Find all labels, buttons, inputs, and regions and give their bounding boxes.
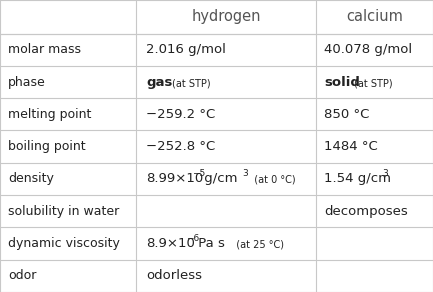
- Text: 3: 3: [242, 169, 248, 178]
- Text: (at 25 °C): (at 25 °C): [230, 239, 284, 250]
- Text: odorless: odorless: [146, 269, 202, 282]
- Text: (at STP): (at STP): [354, 78, 393, 88]
- Text: (at 0 °C): (at 0 °C): [249, 175, 296, 185]
- Text: hydrogen: hydrogen: [191, 9, 261, 24]
- Text: decomposes: decomposes: [324, 205, 408, 218]
- Text: phase: phase: [8, 76, 46, 88]
- Text: calcium: calcium: [346, 9, 403, 24]
- Text: odor: odor: [8, 269, 36, 282]
- Text: 1.54 g/cm: 1.54 g/cm: [324, 173, 391, 185]
- Text: 8.99×10: 8.99×10: [146, 173, 204, 185]
- Text: 1484 °C: 1484 °C: [324, 140, 378, 153]
- Text: boiling point: boiling point: [8, 140, 86, 153]
- Text: molar mass: molar mass: [8, 43, 81, 56]
- Text: g/cm: g/cm: [200, 173, 238, 185]
- Text: −6: −6: [186, 234, 200, 243]
- Text: gas: gas: [146, 76, 173, 88]
- Text: dynamic viscosity: dynamic viscosity: [8, 237, 120, 250]
- Text: −259.2 °C: −259.2 °C: [146, 108, 216, 121]
- Text: 40.078 g/mol: 40.078 g/mol: [324, 43, 412, 56]
- Text: density: density: [8, 173, 54, 185]
- Text: 850 °C: 850 °C: [324, 108, 369, 121]
- Text: 3: 3: [382, 169, 388, 178]
- Text: melting point: melting point: [8, 108, 91, 121]
- Text: solubility in water: solubility in water: [8, 205, 119, 218]
- Text: 8.9×10: 8.9×10: [146, 237, 195, 250]
- Text: solid: solid: [324, 76, 360, 88]
- Text: −5: −5: [192, 169, 206, 178]
- Text: 2.016 g/mol: 2.016 g/mol: [146, 43, 226, 56]
- Text: Pa s: Pa s: [194, 237, 225, 250]
- Text: (at STP): (at STP): [172, 78, 211, 88]
- Text: −252.8 °C: −252.8 °C: [146, 140, 216, 153]
